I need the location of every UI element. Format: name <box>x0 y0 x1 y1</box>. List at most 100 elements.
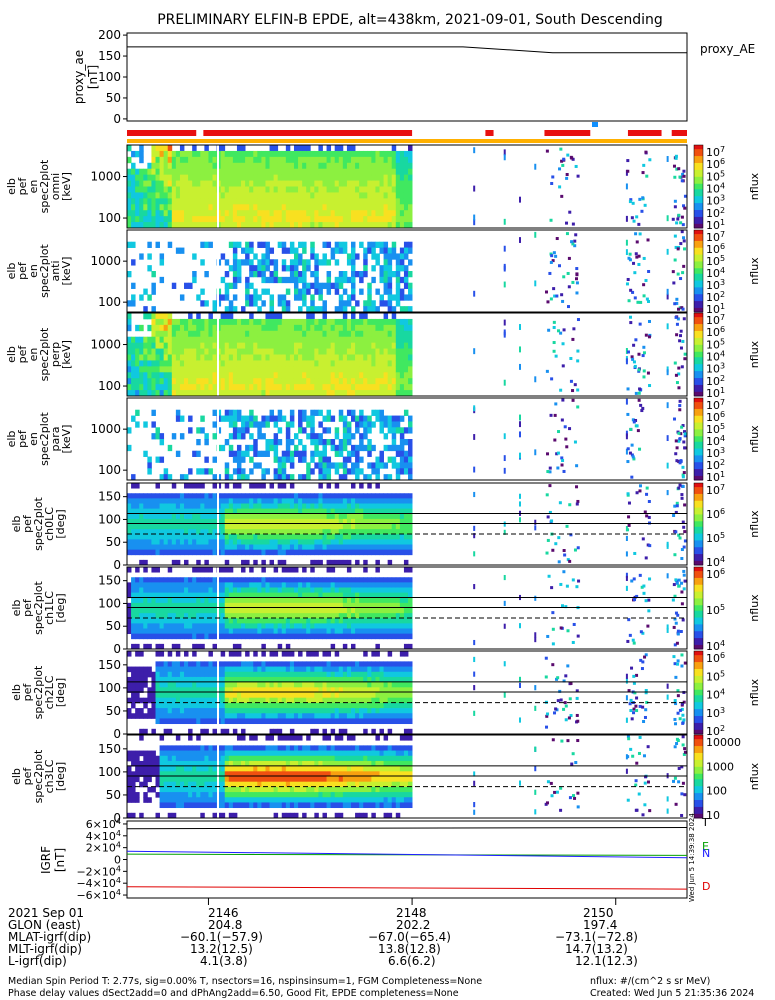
heatmap-cell <box>371 180 376 187</box>
heatmap-cell <box>395 372 401 379</box>
heatmap-cell <box>322 456 327 463</box>
heatmap-cell <box>249 324 254 332</box>
heatmap-cell <box>306 433 311 440</box>
heatmap-cell <box>293 613 299 619</box>
heatmap-cell <box>285 390 291 397</box>
heatmap-cell <box>277 534 283 540</box>
heatmap-cell <box>224 503 230 510</box>
heatmap-cell <box>403 409 409 416</box>
heatmap-cell <box>208 529 213 535</box>
heatmap-cell <box>184 623 189 629</box>
heatmap-cell <box>208 539 213 545</box>
heatmap-cell <box>285 372 291 379</box>
colorbar-cell <box>694 165 703 168</box>
sparse-cell <box>666 156 669 162</box>
heatmap-cell <box>200 336 205 344</box>
heatmap-cell <box>253 360 258 367</box>
heatmap-cell <box>289 348 295 355</box>
burst-cell <box>628 252 632 256</box>
heatmap-cell <box>204 518 209 525</box>
heatmap-cell <box>188 602 193 609</box>
heatmap-cell <box>257 462 262 469</box>
heatmap-cell <box>245 288 250 295</box>
heatmap-cell <box>151 150 156 158</box>
heatmap-cell <box>293 288 299 295</box>
heatmap-cell <box>293 534 299 540</box>
heatmap-cell <box>208 174 213 181</box>
heatmap-cell <box>322 468 327 475</box>
sparse-cell <box>534 163 537 170</box>
heatmap-cell <box>371 162 376 170</box>
heatmap-cell <box>196 390 201 397</box>
heatmap-cell <box>273 204 279 211</box>
heatmap-cell <box>245 247 250 254</box>
heatmap-cell <box>318 409 323 416</box>
heatmap-cell <box>249 597 254 604</box>
heatmap-cell <box>342 276 348 284</box>
heatmap-cell <box>383 241 389 248</box>
burst-cell <box>645 297 649 301</box>
burst-cell <box>571 280 575 284</box>
heatmap-cell <box>310 613 315 619</box>
burst-cell <box>673 361 677 365</box>
heatmap-cell <box>269 534 275 540</box>
heatmap-cell <box>342 348 348 355</box>
heatmap-cell <box>135 378 140 385</box>
ylabel-line: en <box>27 348 40 362</box>
sparse-cell <box>666 293 669 300</box>
heatmap-cell <box>143 597 148 604</box>
heatmap-cell <box>281 330 287 338</box>
heatmap-cell <box>318 529 323 535</box>
colorbar-cell <box>694 549 703 552</box>
burst-cell <box>555 452 559 456</box>
heatmap-cell <box>334 468 340 475</box>
heatmap-cell <box>245 360 250 367</box>
heatmap-cell <box>167 216 173 223</box>
burst-cell <box>632 261 636 265</box>
heatmap-cell <box>395 174 401 181</box>
heatmap-cell <box>175 342 181 349</box>
proxy-ae-legend: proxy_AE <box>700 42 755 56</box>
heatmap-cell <box>147 253 152 260</box>
heatmap-cell <box>127 156 132 164</box>
heatmap-cell <box>314 288 319 295</box>
heatmap-cell <box>196 618 201 624</box>
heatmap-cell <box>379 336 384 344</box>
heatmap-cell <box>179 210 185 217</box>
ylabel-line: spec2plot <box>38 327 51 381</box>
heatmap-cell <box>228 409 234 416</box>
heatmap-cell <box>155 433 160 440</box>
heatmap-cell <box>261 508 266 515</box>
heatmap-cell <box>241 518 246 525</box>
heatmap-cell <box>265 444 270 452</box>
heatmap-cell <box>155 210 160 217</box>
heatmap-cell <box>249 271 254 278</box>
heatmap-cell <box>375 174 380 181</box>
colorbar-cell <box>694 498 703 500</box>
heatmap-cell <box>135 204 140 211</box>
heatmap-cell <box>241 493 246 499</box>
heatmap-cell <box>232 336 238 344</box>
burst-cell <box>638 447 642 451</box>
heatmap-cell <box>257 539 262 545</box>
heatmap-cell <box>310 354 315 361</box>
heatmap-cell <box>167 150 173 158</box>
burst-cell <box>576 388 580 392</box>
colorbar-cell <box>694 493 703 496</box>
heatmap-cell <box>228 313 234 320</box>
heatmap-cell <box>330 539 336 545</box>
heatmap-cell <box>293 150 299 158</box>
heatmap-cell <box>375 366 380 373</box>
heatmap-cell <box>135 168 140 176</box>
heatmap-cell <box>167 342 173 349</box>
heatmap-cell <box>375 192 380 199</box>
heatmap-cell <box>204 456 209 463</box>
heatmap-cell <box>245 372 250 379</box>
panel-energy-perp: 1000100elbpefenspec2plotperp[keV]1071061… <box>5 312 761 400</box>
heatmap-cell <box>135 608 140 614</box>
heatmap-cell <box>351 498 356 504</box>
colorbar-cell <box>694 290 703 292</box>
burst-cell <box>549 297 553 301</box>
heatmap-cell <box>151 186 156 193</box>
heatmap-cell <box>135 336 140 344</box>
